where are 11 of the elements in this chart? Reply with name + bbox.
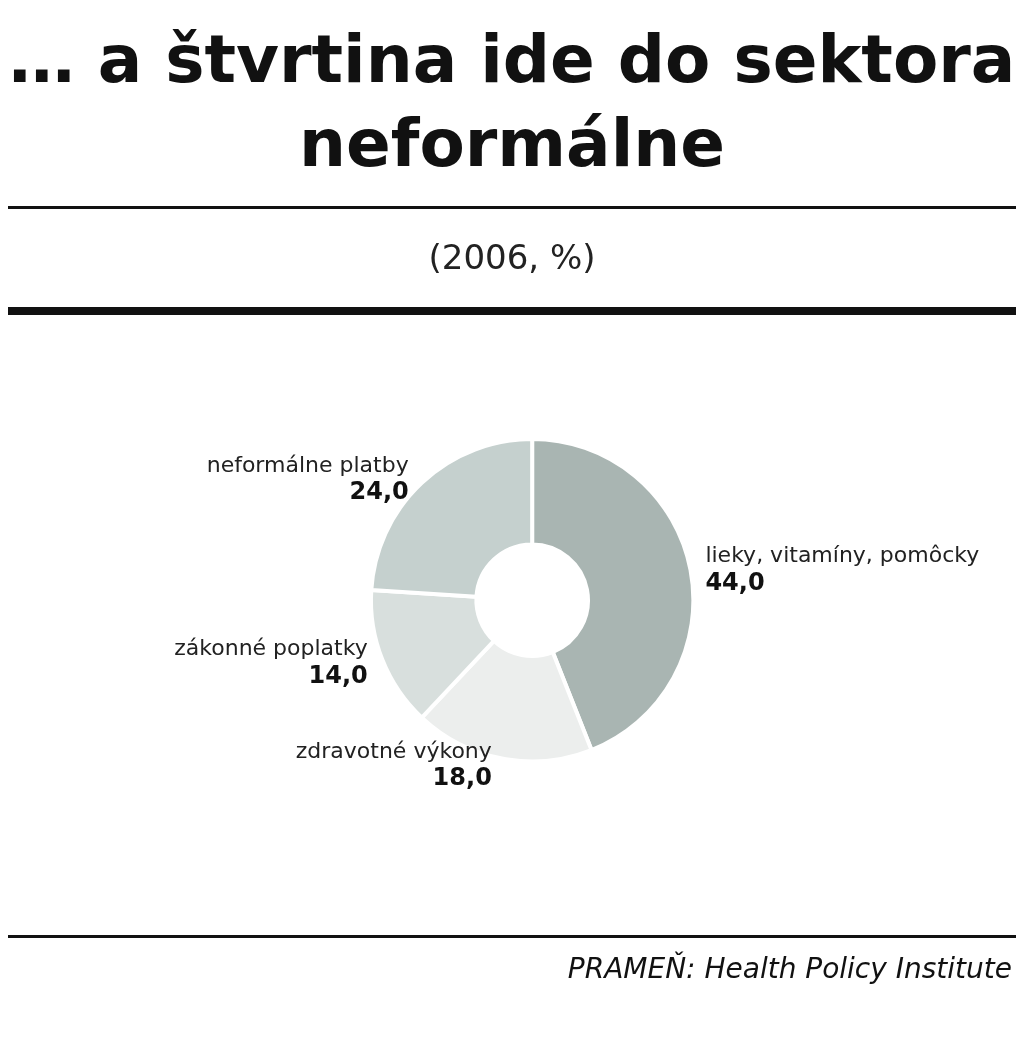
data-label: 18,0	[432, 763, 492, 792]
text: PRAMEŇ: Health Policy Institute	[566, 950, 1013, 985]
data-label: 44,0	[705, 567, 765, 596]
slice-label: neformálne platby	[206, 451, 409, 477]
data-label: 24,0	[349, 477, 409, 506]
slice-label: lieky, vitamíny, pomôcky	[705, 542, 980, 568]
data-label: 14,0	[308, 660, 368, 689]
chart-title: … a štvrtina ide do sektora neformálne	[8, 20, 1016, 184]
chart-subtitle: (2006, %)	[427, 236, 597, 279]
slice-label: zdravotné výkony	[295, 737, 492, 763]
slice-label: zákonné poplatky	[174, 635, 368, 661]
